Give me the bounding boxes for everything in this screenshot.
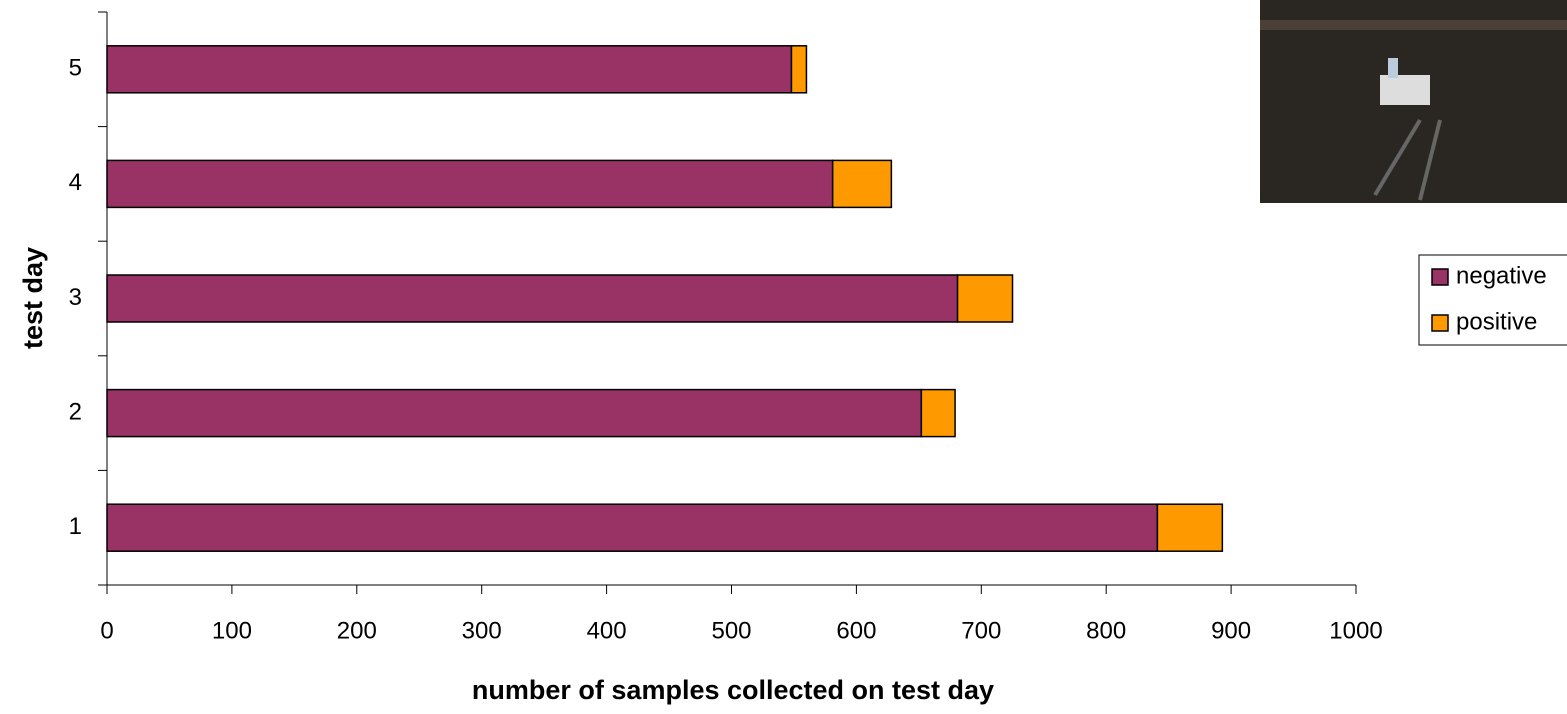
x-tick-label: 800 [1086,617,1126,644]
x-tick-label: 600 [836,617,876,644]
bar-segment [921,390,955,437]
x-tick-label: 200 [337,617,377,644]
page: {"chart_data": {"type": "stacked-bar-hor… [0,0,1567,714]
bar-segment [791,46,806,93]
x-tick-label: 0 [100,617,113,644]
x-tick-label: 300 [462,617,502,644]
bar-segment [107,504,1157,551]
y-axis-title: test day [18,247,48,349]
x-tick-label: 700 [961,617,1001,644]
chart: number of samples collected on test day … [0,0,1567,714]
bar-segment [833,160,892,207]
x-tick-label: 1000 [1329,617,1382,644]
bar-segment [107,46,791,93]
legend-label: positive [1456,308,1537,335]
legend-swatch [1432,315,1448,331]
x-tick-label: 400 [587,617,627,644]
x-axis-title: number of samples collected on test day [472,675,994,705]
x-tick-label: 900 [1211,617,1251,644]
y-tick-label: 5 [69,55,82,82]
y-tick-label: 2 [69,398,82,425]
x-tick-label: 100 [212,617,252,644]
bar-segment [107,160,833,207]
bar-segment [107,390,921,437]
y-tick-label: 1 [69,513,82,540]
bar-segment [1157,504,1222,551]
photo [1260,0,1567,203]
legend-label: negative [1456,262,1547,289]
y-tick-label: 3 [69,284,82,311]
bar-segment [107,275,958,322]
x-tick-label: 500 [711,617,751,644]
legend-swatch [1432,269,1448,285]
y-tick-label: 4 [69,169,82,196]
bar-segment [958,275,1013,322]
